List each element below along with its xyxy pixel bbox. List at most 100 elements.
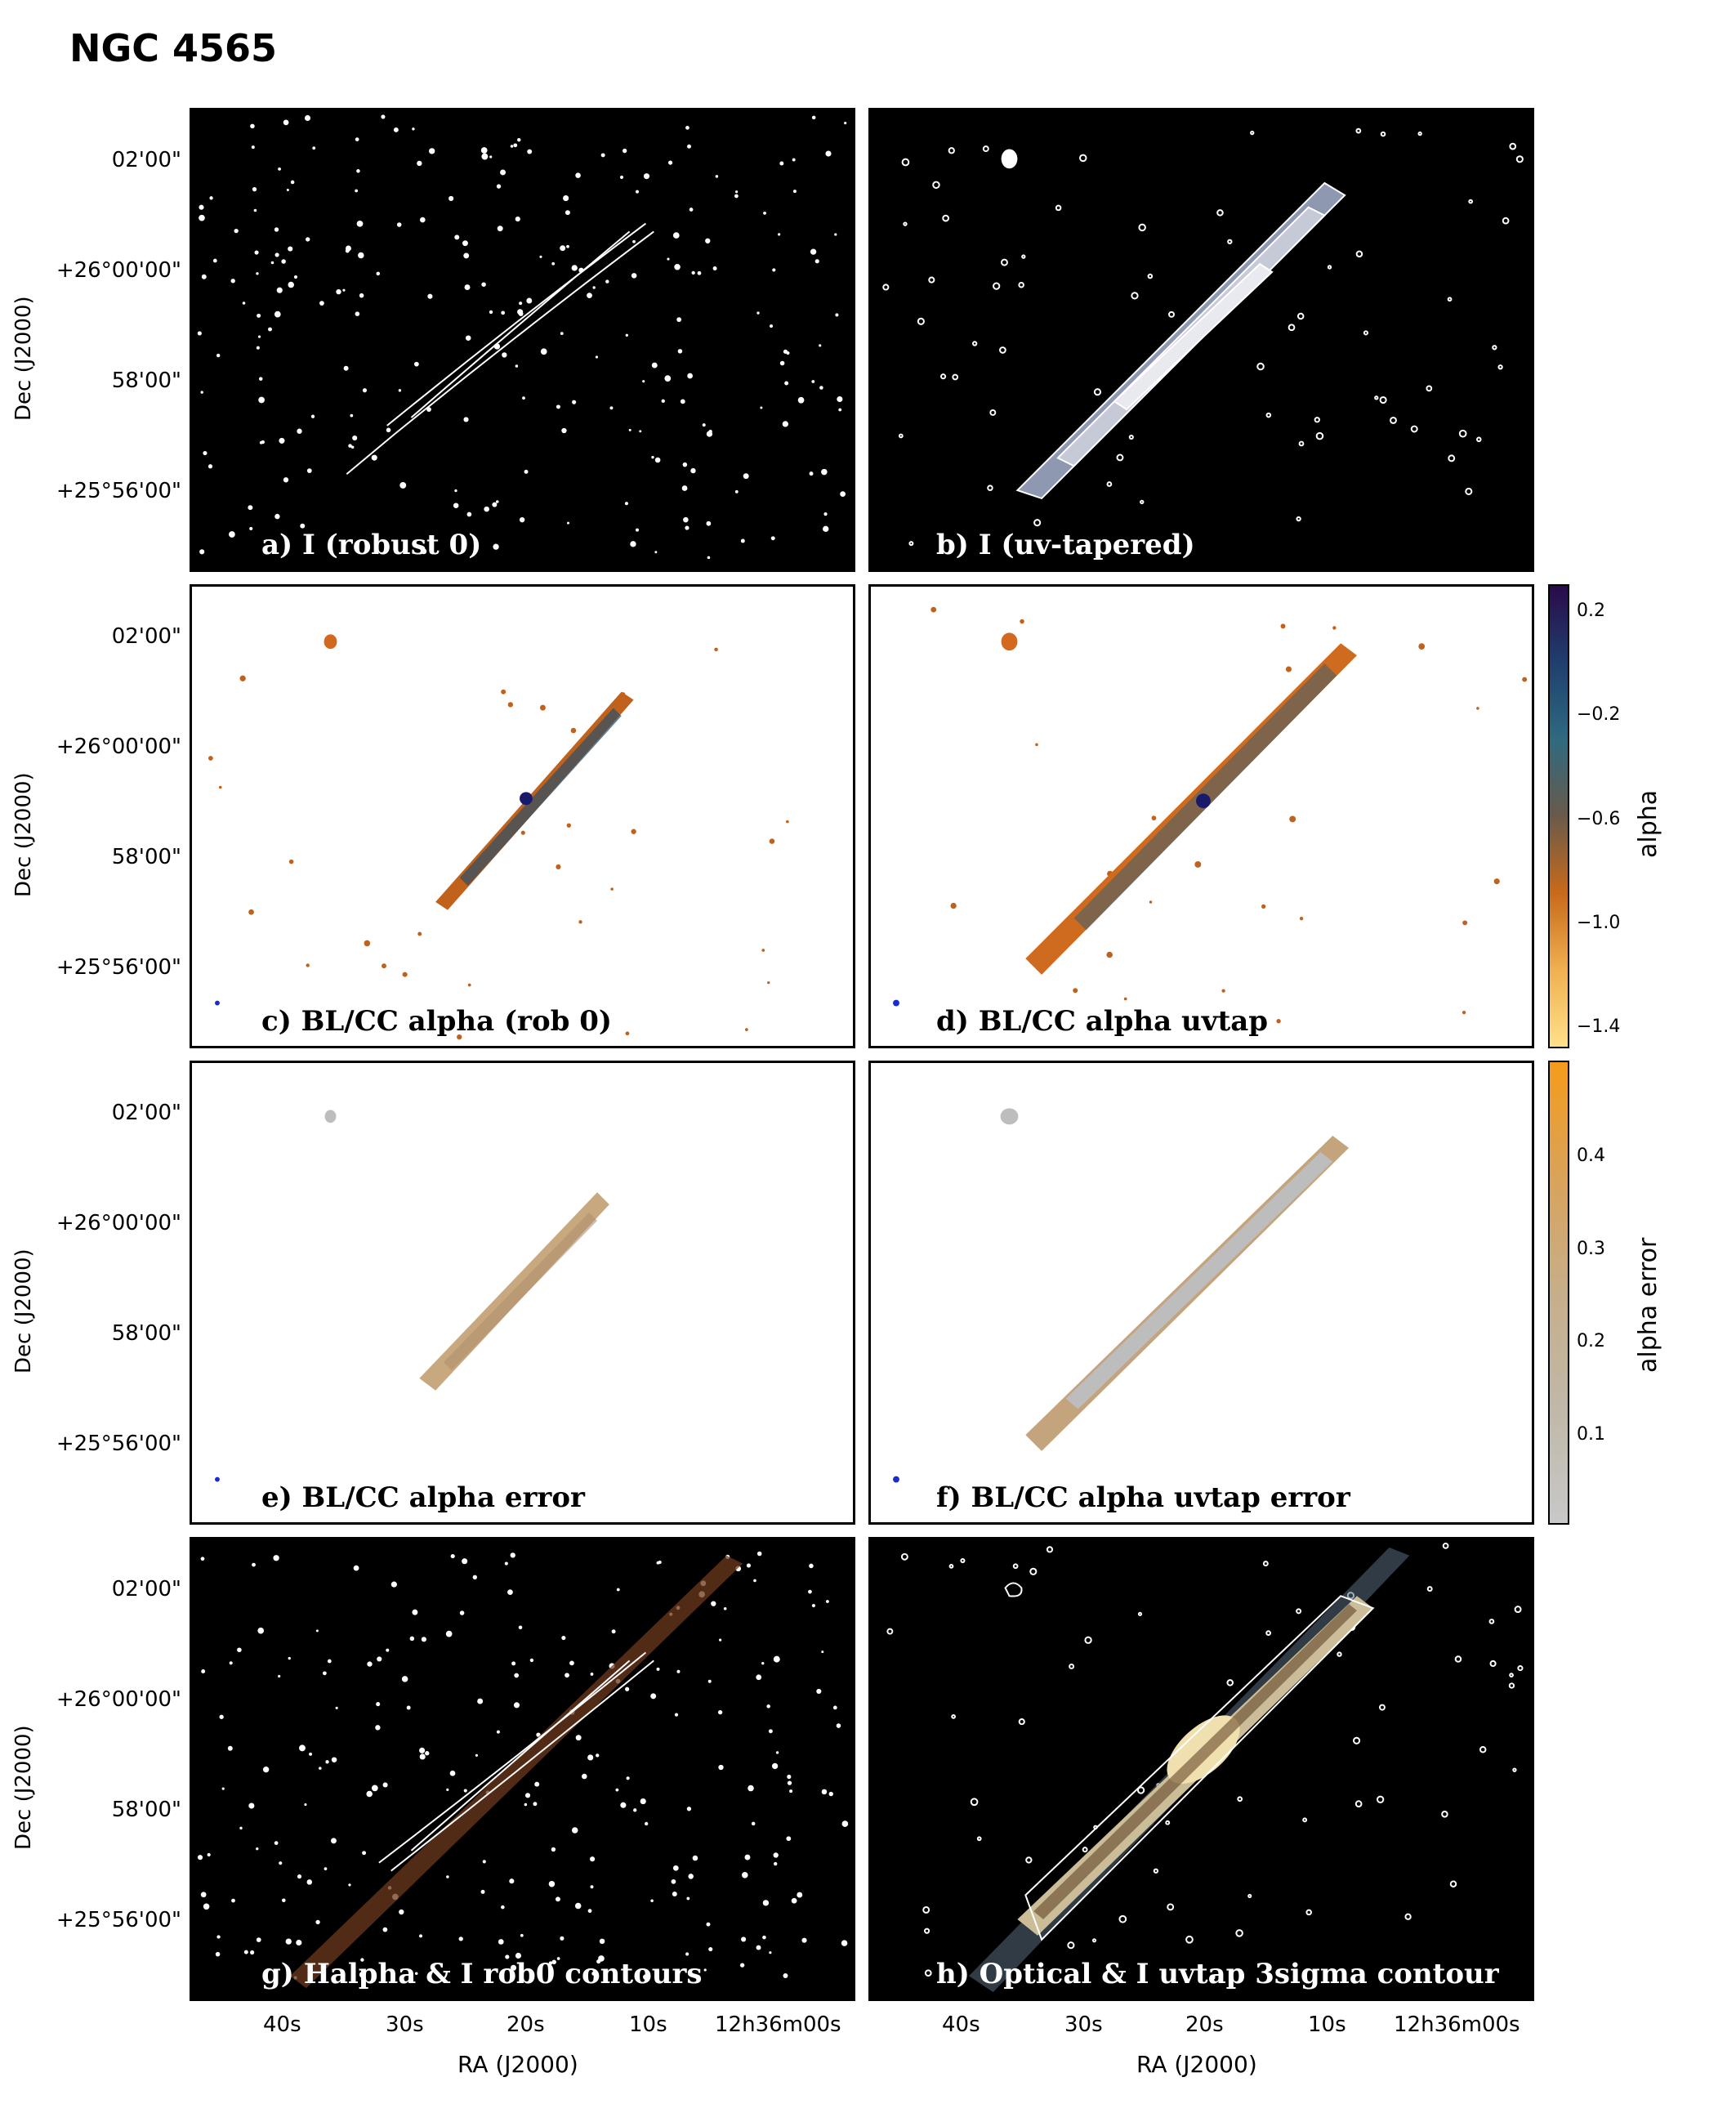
star-point xyxy=(453,503,459,509)
star-point xyxy=(463,417,469,422)
star-point xyxy=(587,1909,592,1914)
star-point xyxy=(661,399,665,403)
star-point xyxy=(734,194,739,199)
star-point xyxy=(706,431,713,437)
star-point xyxy=(513,143,518,148)
star-point xyxy=(571,265,578,271)
star-point xyxy=(229,531,235,538)
star-point xyxy=(1404,1913,1412,1920)
star-point xyxy=(261,440,265,444)
star-point xyxy=(783,1973,788,1978)
star-point xyxy=(779,161,784,166)
star-point xyxy=(599,1938,605,1945)
star-point xyxy=(1515,155,1524,163)
star-point xyxy=(480,1889,485,1894)
star-point xyxy=(970,1798,979,1807)
star-point xyxy=(786,1836,792,1842)
star-point xyxy=(748,1785,754,1792)
star-point xyxy=(323,1671,327,1676)
star-point xyxy=(706,520,712,526)
star-point xyxy=(345,248,350,253)
star-point xyxy=(625,333,629,337)
star-point xyxy=(566,244,569,248)
star-point xyxy=(200,1892,207,1898)
star-point xyxy=(279,437,285,444)
star-point xyxy=(645,1821,649,1826)
star-point xyxy=(703,1968,707,1972)
star-point xyxy=(212,258,217,263)
star-point xyxy=(1012,1563,1019,1570)
star-point xyxy=(672,1891,677,1896)
star-point xyxy=(1067,1941,1075,1950)
star-point xyxy=(1151,815,1157,821)
star-point xyxy=(449,195,454,202)
star-point xyxy=(209,196,213,200)
ra-tick-left: 10s xyxy=(629,2012,667,2037)
star-point xyxy=(841,1820,849,1827)
ra-tick-right: 40s xyxy=(942,2012,980,2037)
star-point xyxy=(882,284,890,291)
star-point xyxy=(243,1950,248,1954)
star-point xyxy=(756,311,760,315)
star-point xyxy=(481,153,489,160)
star-point xyxy=(257,313,261,318)
star-point xyxy=(1390,416,1397,424)
star-point xyxy=(791,1897,797,1904)
star-point xyxy=(462,1558,468,1565)
star-point xyxy=(819,386,823,390)
star-point xyxy=(809,1563,814,1569)
star-point xyxy=(517,138,521,142)
star-point xyxy=(515,1952,522,1959)
star-point xyxy=(570,727,577,734)
star-point xyxy=(761,949,765,952)
star-point xyxy=(480,147,488,154)
star-point xyxy=(555,1896,560,1902)
star-point xyxy=(742,1872,748,1878)
star-point xyxy=(276,287,283,293)
star-point xyxy=(315,1919,320,1925)
star-point xyxy=(331,1757,337,1762)
star-point xyxy=(636,528,639,532)
star-point xyxy=(556,864,561,870)
star-point xyxy=(643,173,650,180)
star-point xyxy=(672,1865,679,1871)
panel-label: c) BL/CC alpha (rob 0) xyxy=(261,1005,612,1038)
star-point xyxy=(283,477,289,483)
halpha-image-with-contours xyxy=(197,1551,849,1989)
star-point xyxy=(761,1661,765,1665)
star-point xyxy=(533,1802,538,1807)
star-point xyxy=(743,473,749,480)
star-point xyxy=(711,1601,716,1606)
alpha-error-colorbar-label: alpha error xyxy=(1634,1237,1662,1373)
star-point xyxy=(350,413,354,418)
star-point xyxy=(459,1610,465,1615)
star-point xyxy=(529,1658,534,1663)
star-point xyxy=(1276,1019,1281,1024)
star-point xyxy=(1131,292,1139,300)
star-point xyxy=(242,302,246,305)
star-point xyxy=(1355,250,1363,258)
star-point xyxy=(288,1656,291,1660)
star-point xyxy=(509,1878,515,1884)
star-point xyxy=(421,1637,426,1642)
star-point xyxy=(903,221,908,226)
star-point xyxy=(1353,1736,1361,1744)
star-point xyxy=(472,1575,477,1579)
star-point xyxy=(315,1629,319,1633)
star-point xyxy=(917,317,925,325)
star-point xyxy=(274,310,281,318)
star-point xyxy=(551,261,556,266)
dec-tick-label: +25°56'00" xyxy=(56,1432,181,1456)
star-point xyxy=(810,248,817,255)
star-point xyxy=(257,1627,265,1634)
star-point xyxy=(414,361,419,367)
star-point xyxy=(1237,1796,1243,1802)
star-point xyxy=(596,1959,601,1964)
star-point xyxy=(717,1709,723,1715)
star-point xyxy=(674,263,681,270)
star-point xyxy=(375,1725,381,1731)
star-point xyxy=(335,1706,338,1709)
star-point xyxy=(1168,310,1175,318)
star-point xyxy=(548,1961,553,1965)
ra-axis-label-right: RA (J2000) xyxy=(1136,2051,1257,2078)
